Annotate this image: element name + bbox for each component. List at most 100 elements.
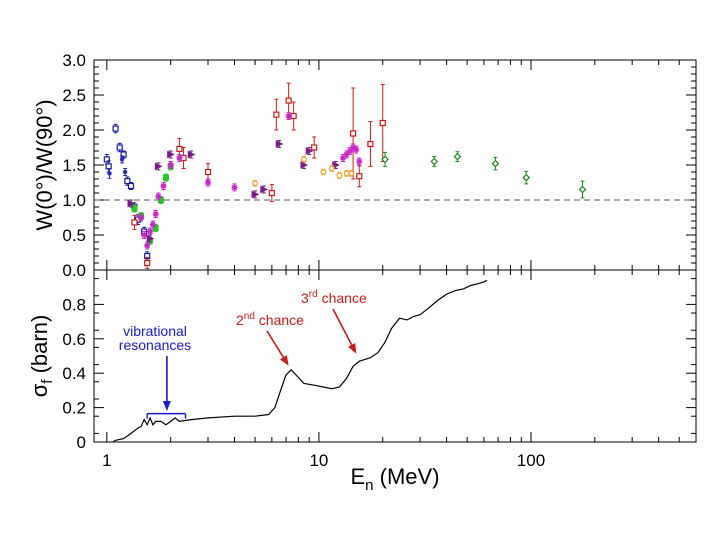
purple-triangles-point xyxy=(300,161,309,169)
top-y-tick-label: 1.0 xyxy=(62,191,86,210)
top-panel-data-points xyxy=(103,82,587,270)
fission-cross-section-line xyxy=(112,279,488,443)
red-squares-point xyxy=(144,259,151,267)
red-squares-point xyxy=(268,189,275,197)
orange-circles-point xyxy=(301,156,307,163)
purple-triangles-point xyxy=(275,140,284,148)
red-squares-point xyxy=(204,168,212,176)
bottom-y-tick-label: 0.4 xyxy=(62,364,86,383)
magenta-stars-point xyxy=(144,242,151,249)
bottom-y-title-sub: f xyxy=(39,379,56,384)
magenta-stars-point xyxy=(152,211,159,217)
magenta-stars-point xyxy=(340,155,347,161)
annotation-third-chance-label: 3rd chance xyxy=(301,289,367,306)
bottom-y-tick-label: 0 xyxy=(77,433,86,452)
annotation-third-chance: 3rd chance xyxy=(301,289,367,354)
purple-triangles-point xyxy=(332,161,340,169)
top-panel-ticks xyxy=(94,59,697,271)
vibrational-arrow-head xyxy=(162,401,171,412)
second-chance-sup: nd xyxy=(244,311,255,322)
second-chance-arrow xyxy=(266,330,289,366)
bottom-x-tick-label: 10 xyxy=(309,451,328,470)
magenta-stars-point xyxy=(160,183,167,189)
orange-circles-point xyxy=(252,180,258,187)
annotation-second-chance: 2nd chance xyxy=(236,311,304,366)
top-y-tick-label: 0.0 xyxy=(62,261,86,280)
magenta-stars-point xyxy=(356,158,363,165)
magenta-stars-point xyxy=(231,184,238,191)
arrow-shaft xyxy=(332,308,353,346)
red-squares-point xyxy=(285,97,292,104)
blue-squares-point xyxy=(127,182,135,190)
bottom-panel-ticks xyxy=(94,270,697,443)
green-filled-point xyxy=(162,174,169,181)
annotation-vibrational-line2: resonances xyxy=(119,337,191,353)
red-squares-point xyxy=(311,144,318,151)
annotation-vibrational: vibrational resonances xyxy=(119,323,191,419)
blue-dots-point xyxy=(122,169,128,175)
top-y-tick-label: 2.0 xyxy=(62,121,86,140)
bottom-y-tick-label: 0.2 xyxy=(62,399,86,418)
blue-dots-point xyxy=(119,157,125,162)
top-y-tick-label: 0.5 xyxy=(62,226,86,245)
blue-squares-point xyxy=(120,151,127,158)
third-chance-word: chance xyxy=(318,290,367,306)
blue-dots-point xyxy=(107,171,112,176)
orange-circles-point xyxy=(328,165,335,172)
blue-squares-point xyxy=(103,156,110,163)
magenta-stars-point xyxy=(343,151,350,158)
orange-circles-point xyxy=(348,170,355,177)
top-panel-frame xyxy=(93,59,697,271)
blue-squares-point xyxy=(116,144,123,151)
magenta-stars-point xyxy=(205,179,212,186)
purple-triangles-point xyxy=(251,190,260,199)
orange-circles-point xyxy=(320,169,327,175)
third-chance-arrow xyxy=(332,308,357,354)
red-squares-point xyxy=(356,173,363,180)
annotation-vibrational-bracket-and-arrow xyxy=(146,356,187,419)
top-y-tick-label: 2.5 xyxy=(62,86,86,105)
bottom-y-title-main: σ xyxy=(27,383,52,397)
dark-green-diamonds-point xyxy=(381,155,389,164)
magenta-stars-point xyxy=(147,228,154,235)
magenta-stars-point xyxy=(353,146,360,153)
red-squares-point xyxy=(379,119,386,127)
bottom-y-title-unit: (barn) xyxy=(27,315,52,380)
green-filled-point xyxy=(131,205,138,212)
red-squares-point xyxy=(290,112,297,120)
red-squares-point xyxy=(367,140,374,148)
dark-green-diamonds-point xyxy=(578,185,587,194)
third-chance-number: 3 xyxy=(301,290,309,306)
second-chance-word: chance xyxy=(255,312,304,328)
x-title-main: E xyxy=(350,464,365,489)
bottom-panel-y-tick-labels: 0 0.2 0.4 0.6 0.8 xyxy=(62,295,86,452)
dark-green-diamonds-point xyxy=(522,173,531,182)
purple-triangles-point xyxy=(127,199,136,208)
red-squares-point xyxy=(350,130,357,137)
bottom-x-tick-label: 1 xyxy=(102,451,111,470)
purple-triangles-point xyxy=(154,162,163,171)
purple-triangles-point xyxy=(167,150,175,159)
bottom-x-tick-label: 100 xyxy=(517,451,545,470)
purple-triangles-point xyxy=(187,150,196,159)
bottom-y-axis-title: σf (barn) xyxy=(27,315,56,398)
x-title-unit: (MeV) xyxy=(374,464,440,489)
magenta-stars-point xyxy=(285,113,292,119)
magenta-stars-point xyxy=(138,214,145,221)
bottom-panel-frame xyxy=(93,269,697,443)
magenta-stars-point xyxy=(149,221,156,228)
orange-circles-point xyxy=(343,170,350,177)
arrow-head xyxy=(348,343,357,354)
top-panel-y-tick-labels: 0.0 0.5 1.0 1.5 2.0 2.5 3.0 xyxy=(62,51,86,280)
annotation-vibrational-line1: vibrational xyxy=(123,323,187,339)
magenta-stars-point xyxy=(350,144,357,151)
dark-green-diamonds-point xyxy=(430,157,439,166)
x-title-sub: n xyxy=(365,477,373,494)
bottom-x-axis-title: En (MeV) xyxy=(350,464,439,494)
red-squares-point xyxy=(176,145,183,152)
magenta-stars-point xyxy=(346,148,353,154)
dark-green-diamonds-point xyxy=(453,152,462,161)
blue-squares-point xyxy=(112,125,119,132)
second-chance-number: 2 xyxy=(236,312,244,328)
